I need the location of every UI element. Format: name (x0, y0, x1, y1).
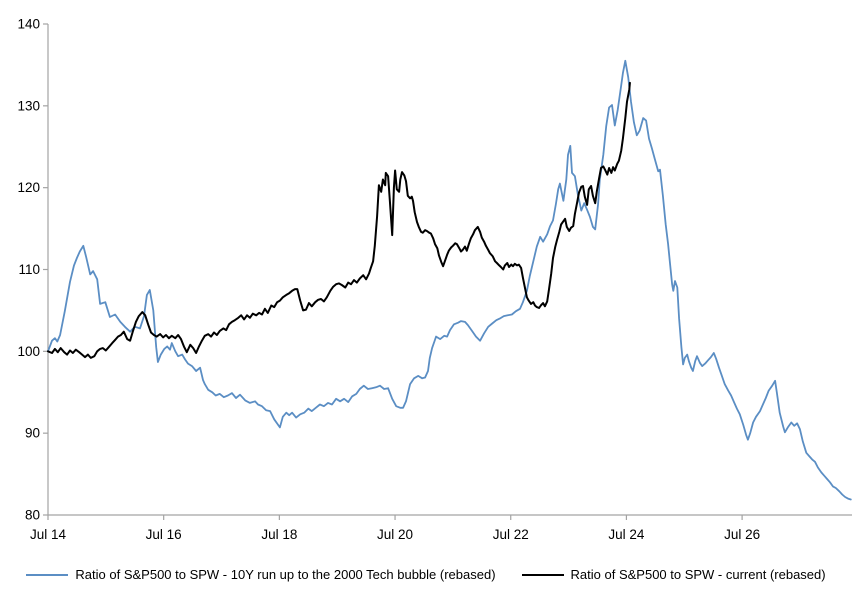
legend-line-sample-blue (26, 573, 69, 576)
y-tick-label: 90 (25, 426, 40, 441)
legend-label-current: Ratio of S&P500 to SPW - current (rebase… (570, 567, 826, 582)
x-tick-label: Jul 18 (261, 527, 297, 542)
x-tick-label: Jul 14 (30, 527, 67, 542)
series-line-tech-bubble (47, 59, 852, 501)
y-tick-label: 140 (17, 17, 40, 32)
x-tick-label: Jul 20 (377, 527, 413, 542)
x-tick-label: Jul 16 (146, 527, 182, 542)
x-tick-label: Jul 24 (608, 527, 645, 542)
y-tick-label: 110 (18, 262, 40, 277)
series-line-current (47, 81, 631, 359)
legend-item-current: Ratio of S&P500 to SPW - current (rebase… (521, 567, 826, 582)
chart-legend: Ratio of S&P500 to SPW - 10Y run up to t… (0, 567, 852, 582)
y-tick-label: 130 (17, 98, 40, 113)
y-tick-label: 80 (25, 508, 40, 523)
ratio-line-chart: 80 90 100 110 120 130 140 Jul 14 Jul 16 Jul 18 Jul… (17, 17, 852, 542)
y-tick-label: 120 (17, 180, 40, 195)
legend-label-tech-bubble: Ratio of S&P500 to SPW - 10Y run up to t… (75, 567, 496, 582)
legend-item-tech-bubble: Ratio of S&P500 to SPW - 10Y run up to t… (26, 567, 496, 582)
x-tick-label: Jul 26 (724, 527, 760, 542)
y-tick-label: 100 (17, 344, 40, 359)
x-tick-label: Jul 22 (493, 527, 529, 542)
legend-line-sample-black (521, 573, 564, 576)
